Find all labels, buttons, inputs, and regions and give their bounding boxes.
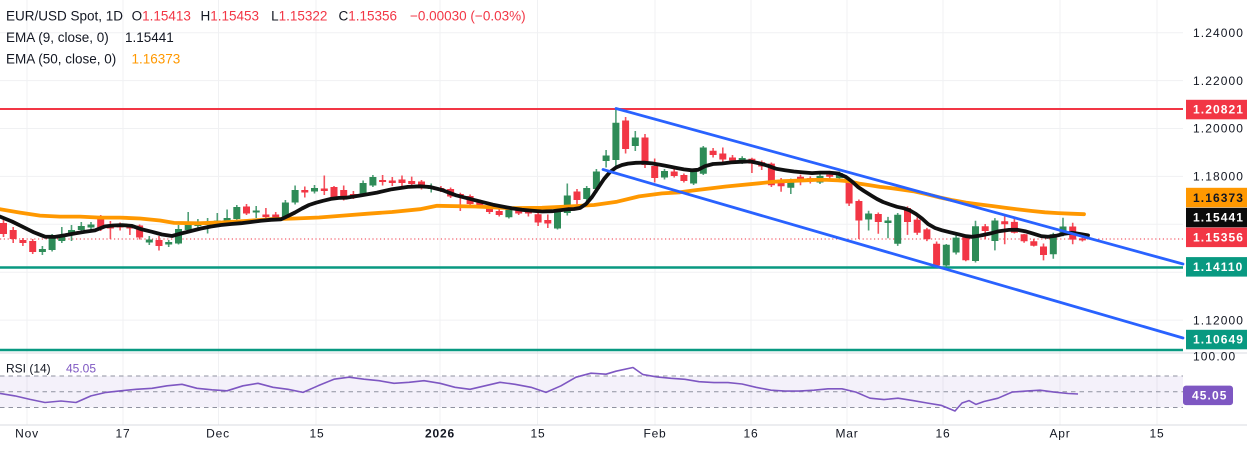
svg-text:15: 15 [1150, 427, 1165, 441]
svg-text:Feb: Feb [643, 427, 666, 441]
svg-text:Dec: Dec [206, 427, 230, 441]
svg-text:1.14110: 1.14110 [1193, 260, 1243, 274]
svg-text:45.05: 45.05 [66, 362, 96, 376]
svg-text:1.16373: 1.16373 [1193, 191, 1244, 205]
svg-text:RSI (14): RSI (14) [6, 362, 51, 376]
svg-text:15: 15 [531, 427, 546, 441]
svg-text:1.24000: 1.24000 [1193, 26, 1244, 40]
svg-text:100.00: 100.00 [1193, 350, 1236, 364]
svg-text:1.20000: 1.20000 [1193, 122, 1244, 136]
svg-text:1.12000: 1.12000 [1193, 313, 1244, 327]
svg-text:Nov: Nov [15, 427, 39, 441]
svg-text:Apr: Apr [1049, 427, 1070, 441]
svg-text:1.15441: 1.15441 [1193, 211, 1244, 225]
svg-text:1.20821: 1.20821 [1193, 103, 1244, 117]
svg-text:EMA (9, close, 0)1.15441: EMA (9, close, 0) 1.15441 [6, 30, 174, 45]
svg-text:17: 17 [116, 427, 131, 441]
svg-text:16: 16 [744, 427, 759, 441]
svg-text:EMA (50, close, 0)1.16373: EMA (50, close, 0) 1.16373 [6, 52, 180, 67]
svg-text:15: 15 [310, 427, 325, 441]
svg-text:1.10649: 1.10649 [1193, 333, 1244, 347]
svg-text:16: 16 [936, 427, 951, 441]
svg-text:2026: 2026 [425, 427, 455, 441]
svg-text:1.18000: 1.18000 [1193, 170, 1244, 184]
svg-text:1.15356: 1.15356 [1193, 231, 1244, 245]
svg-text:1.22000: 1.22000 [1193, 74, 1244, 88]
svg-text:Mar: Mar [835, 427, 858, 441]
svg-text:45.05: 45.05 [1192, 389, 1228, 403]
